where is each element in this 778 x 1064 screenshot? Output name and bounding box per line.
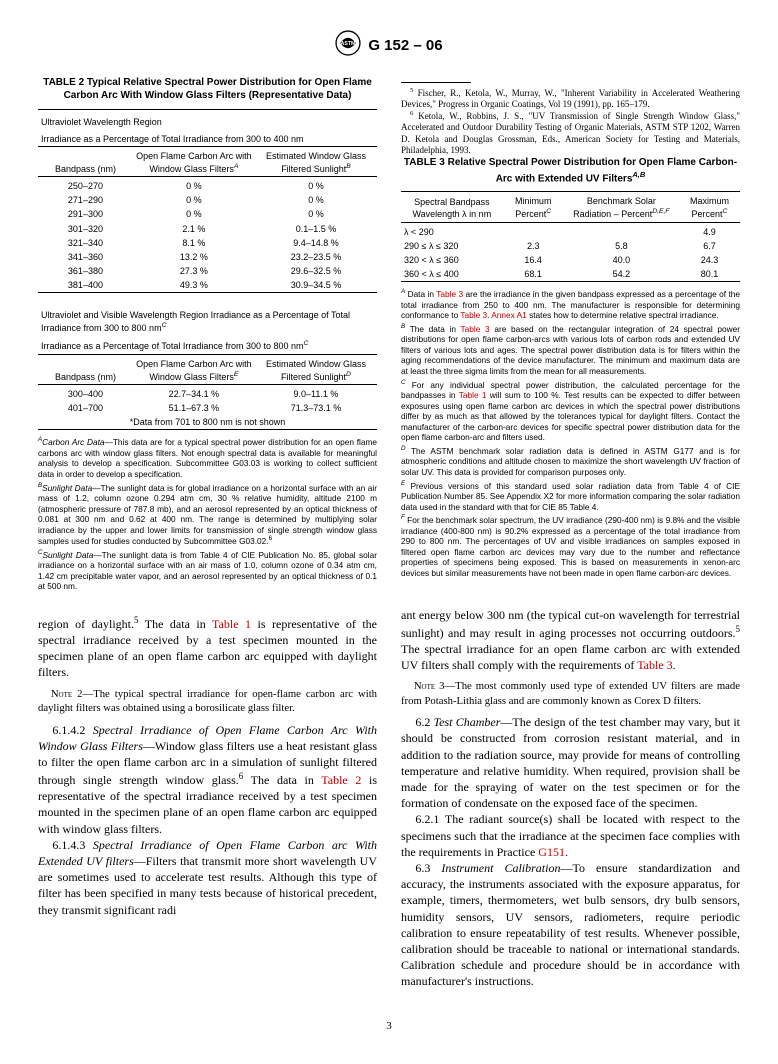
table3-footnotes: A Data in Table 3 are the irradiance in …: [401, 288, 740, 578]
document-id: G 152 – 06: [368, 36, 442, 56]
svg-text:ASTM: ASTM: [341, 41, 356, 47]
page-number: 3: [38, 1019, 740, 1034]
astm-logo: ASTM: [335, 30, 361, 62]
para-621: 6.2.1 The radiant source(s) shall be loc…: [401, 811, 740, 860]
para-62: 6.2 Test Chamber—The design of the test …: [401, 714, 740, 811]
para-6142: 6.1.4.2 Spectral Irradiance of Open Flam…: [38, 722, 377, 837]
para-6143: 6.1.4.3 Spectral Irradiance of Open Flam…: [38, 837, 377, 918]
page-footnotes: 5 Fischer, R., Ketola, W., Murray, W., "…: [401, 76, 740, 157]
para-ant-energy: ant energy below 300 nm (the typical cut…: [401, 607, 740, 674]
table3-title: TABLE 3 Relative Spectral Power Distribu…: [401, 156, 740, 185]
table2-footnotes: ACarbon Arc Data—This data are for a typ…: [38, 436, 377, 592]
table2-uv: Ultraviolet Wavelength Region Irradiance…: [38, 109, 377, 433]
table2-title: TABLE 2 Typical Relative Spectral Power …: [38, 76, 377, 103]
note-3: Note 3—The most commonly used type of ex…: [401, 679, 740, 708]
para-63: 6.3 Instrument Calibration—To ensure sta…: [401, 860, 740, 990]
page-header: ASTM G 152 – 06: [38, 30, 740, 62]
table3: Spectral Bandpass Wavelength λ in nm Min…: [401, 191, 740, 284]
note-2: Note 2—The typical spectral irradiance f…: [38, 687, 377, 716]
para-region-daylight: region of daylight.5 The data in Table 1…: [38, 614, 377, 681]
